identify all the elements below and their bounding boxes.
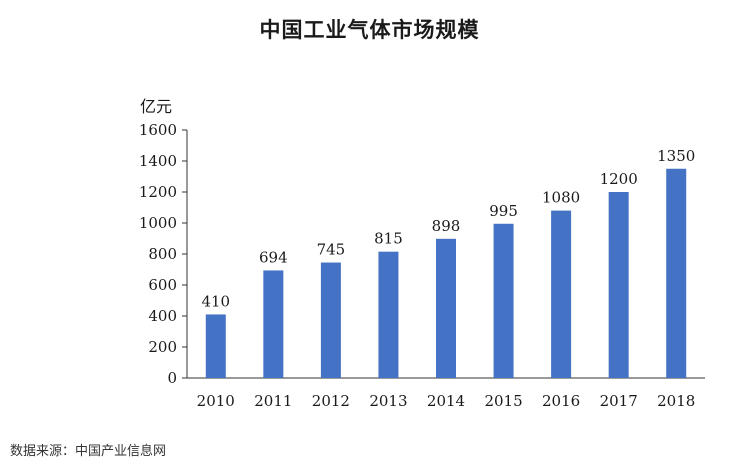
y-tick-label: 600 [148, 276, 177, 294]
bar-2017 [608, 192, 629, 378]
bar-2010 [205, 314, 226, 378]
x-tick-label-2014: 2014 [427, 392, 465, 410]
data-label-2016: 1080 [542, 189, 580, 207]
y-tick-label: 0 [167, 369, 177, 387]
chart-title: 中国工业气体市场规模 [259, 18, 480, 42]
y-axis-unit-label: 亿元 [140, 97, 173, 116]
data-label-2013: 815 [374, 230, 403, 248]
data-label-2017: 1200 [600, 170, 638, 188]
data-source-note: 数据来源：中国产业信息网 [10, 444, 167, 459]
y-tick-label: 1200 [139, 183, 177, 201]
data-label-2015: 995 [489, 202, 518, 220]
data-label-2014: 898 [432, 217, 461, 235]
x-tick-label-2017: 2017 [600, 392, 638, 410]
y-tick-label: 1400 [139, 152, 177, 170]
y-tick-label: 800 [148, 245, 177, 263]
x-tick-label-2015: 2015 [484, 392, 522, 410]
data-label-2010: 410 [201, 292, 230, 310]
x-tick-label-2018: 2018 [657, 392, 695, 410]
bar-2013 [378, 251, 399, 378]
bar-2014 [436, 238, 456, 378]
bar-2016 [551, 210, 572, 378]
bar-2011 [263, 270, 284, 378]
x-tick-label-2016: 2016 [542, 392, 580, 410]
data-label-2012: 745 [317, 241, 346, 259]
data-label-2018: 1350 [657, 147, 695, 165]
x-tick-label-2011: 2011 [254, 392, 292, 410]
x-tick-label-2013: 2013 [369, 392, 407, 410]
data-label-2011: 694 [259, 248, 288, 266]
x-tick-label-2012: 2012 [312, 392, 350, 410]
bar-2018 [666, 168, 687, 378]
bar-2015 [493, 223, 514, 378]
bar-2012 [320, 262, 341, 378]
y-tick-label: 400 [148, 307, 177, 325]
y-tick-label: 1600 [139, 121, 177, 139]
x-tick-label-2010: 2010 [197, 392, 235, 410]
y-tick-label: 200 [148, 338, 177, 356]
y-tick-label: 1000 [139, 214, 177, 232]
